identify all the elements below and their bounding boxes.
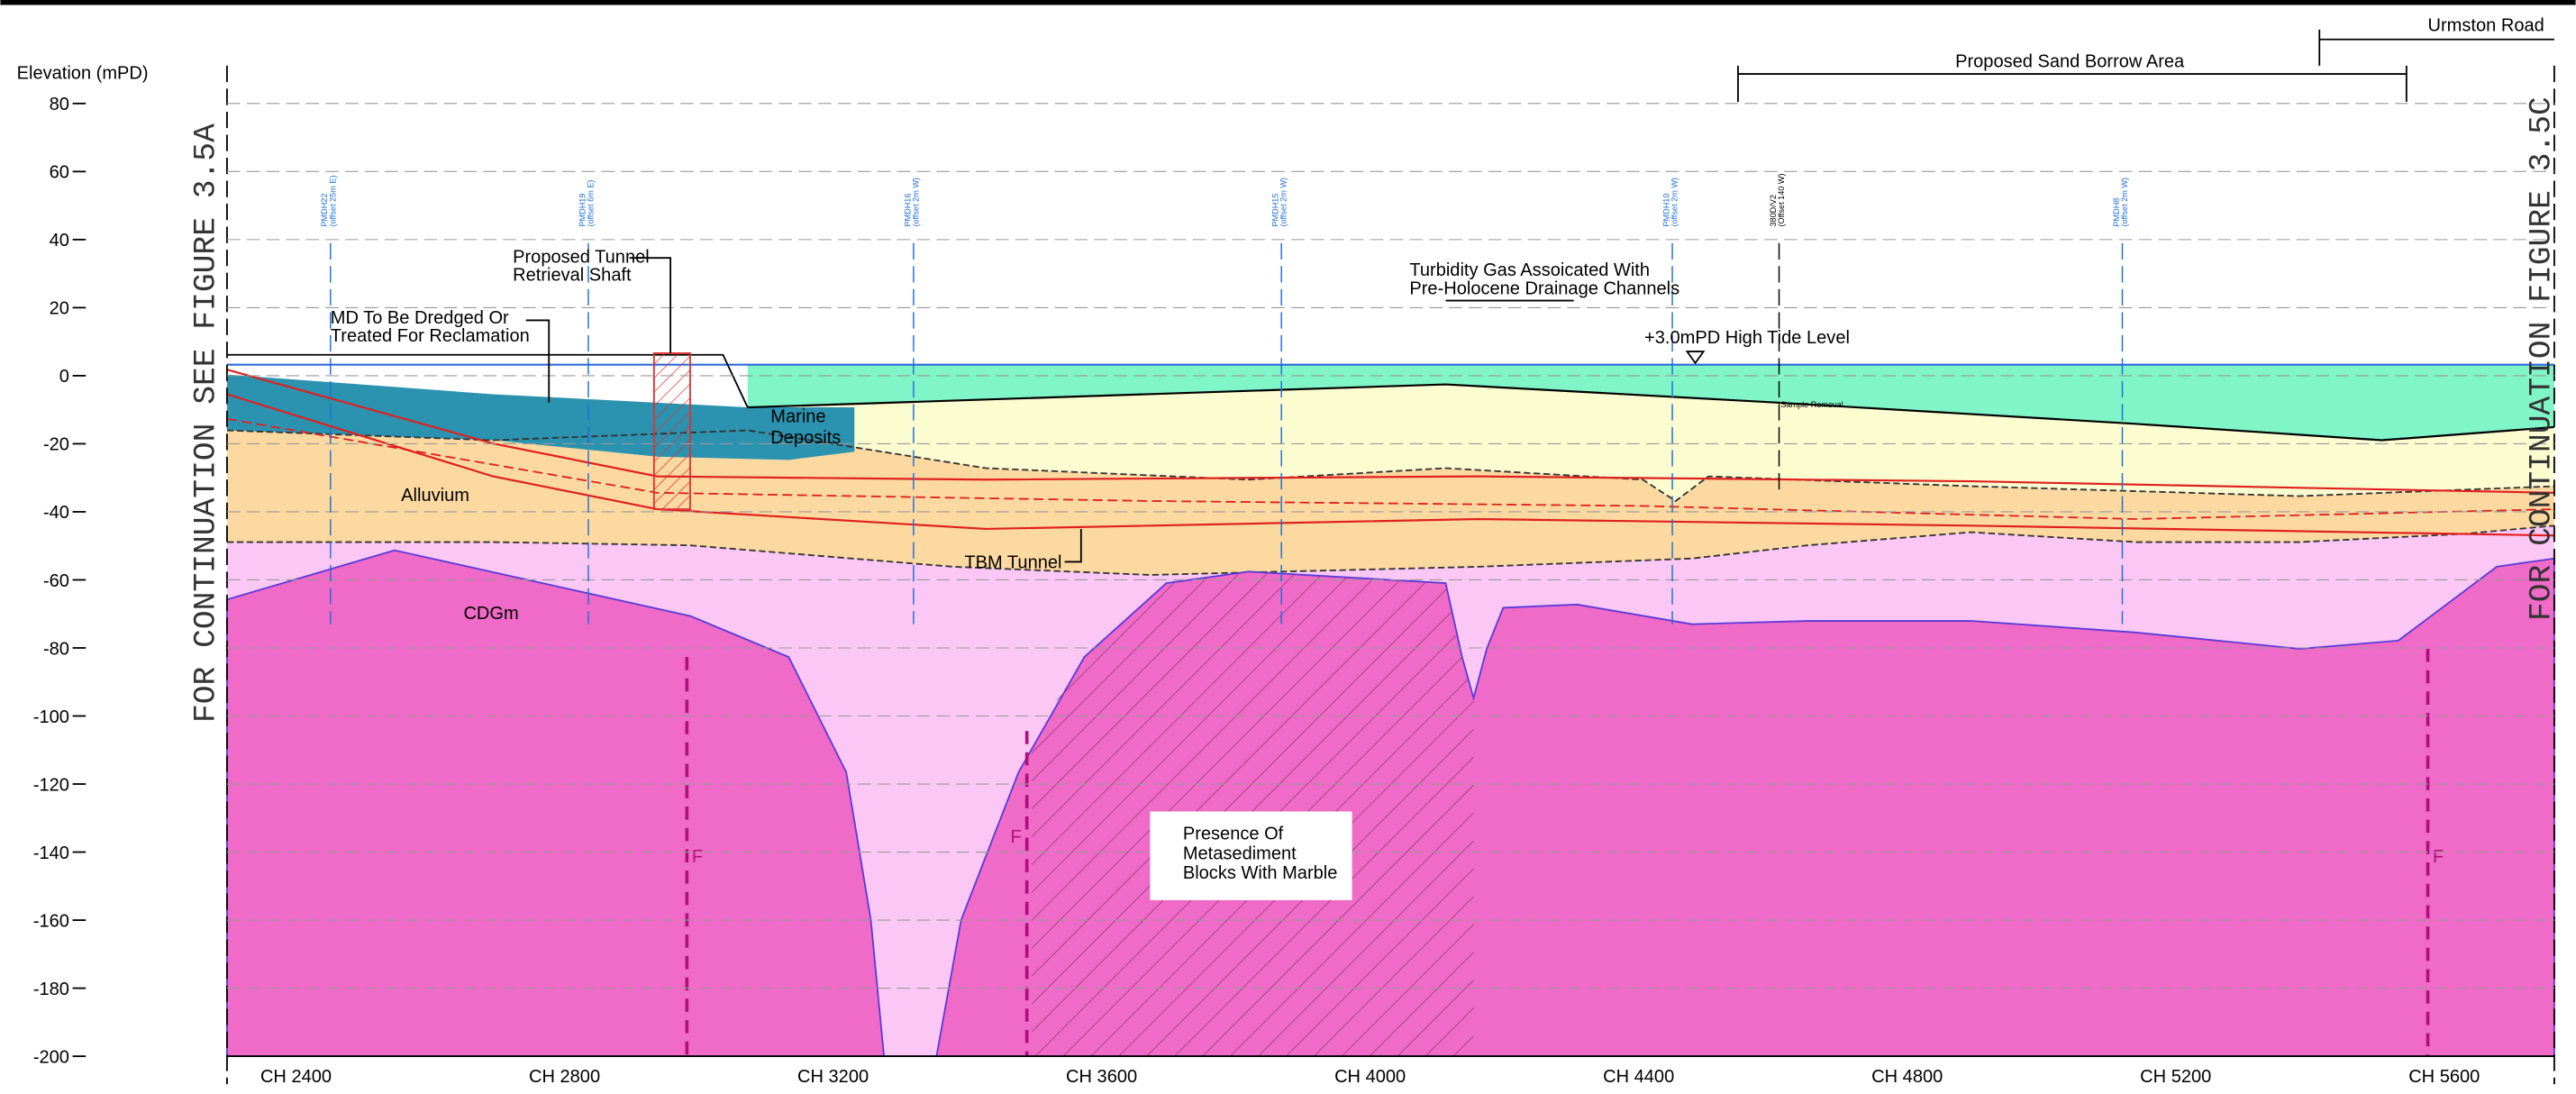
y-tick-label: 80 <box>50 95 69 114</box>
fault-label: F <box>2433 847 2444 867</box>
borehole-name: PMDH10 <box>1661 194 1670 227</box>
borehole-offset: (offset 2m W) <box>1670 178 1679 227</box>
dredge-label: MD To Be Dredged Or Treated For Reclamati… <box>331 308 530 346</box>
borehole-name: PMDH22 <box>320 194 329 227</box>
y-tick-label: 60 <box>50 163 69 183</box>
y-tick-label: -20 <box>43 435 69 455</box>
y-tick-label: -80 <box>43 639 69 659</box>
tunnel-invert <box>226 393 2554 537</box>
borehole-label: 380D/V2(Offset 140 W) <box>1769 173 1786 226</box>
borehole-name: PMDH8 <box>2112 198 2121 227</box>
y-tick-label: -60 <box>43 571 69 591</box>
seabed <box>747 383 2554 442</box>
y-tick-label: 0 <box>59 367 69 387</box>
tunnel-dashed <box>226 417 2554 520</box>
x-tick-label: CH 3200 <box>797 1067 869 1087</box>
y-tick-label: -200 <box>33 1047 69 1067</box>
borehole-name: 380D/V2 <box>1769 195 1778 226</box>
borehole-offset: (offset 2m W) <box>2120 178 2129 227</box>
fault-label: F <box>1010 827 1021 847</box>
borehole-name: PMDH16 <box>903 194 912 227</box>
borehole-label: PMDH16(offset 2m W) <box>903 178 920 227</box>
borehole-name: PMDH15 <box>1271 194 1280 227</box>
shaft-label: Proposed Tunnel Retrieval Shaft <box>513 248 650 286</box>
metasediment-label: Presence Of Metasediment Blocks With Marbl… <box>1183 824 1338 883</box>
borehole-offset: (offset 6m E) <box>586 180 595 227</box>
y-tick-label: 40 <box>50 231 69 251</box>
borehole-label: PMDH15(offset 2m W) <box>1271 178 1288 227</box>
x-tick-label: CH 4000 <box>1334 1067 1406 1087</box>
borehole-label: PMDH22(offset 25m E) <box>320 176 337 227</box>
alluvium-label: Alluvium <box>401 486 469 506</box>
sand-borrow: Proposed Sand Borrow Area <box>1955 52 2185 72</box>
tbm-label: TBM Tunnel <box>964 553 1061 573</box>
x-tick-label: CH 3600 <box>1066 1067 1137 1087</box>
tide-symbol <box>1685 351 1706 365</box>
y-tick-label: -40 <box>43 503 69 523</box>
continuation-right: FOR CONTINUATION FIGURE 3.5C <box>2524 96 2559 621</box>
tide-label: +3.0mPD High Tide Level <box>1644 328 1850 348</box>
borehole-label: PMDH8(offset 2m W) <box>2112 178 2129 227</box>
marine-deposits-dredge <box>226 374 855 460</box>
y-tick-label: -180 <box>33 980 69 999</box>
borehole-offset: (offset 2m W) <box>1279 178 1288 227</box>
alluvium-base <box>226 524 2554 576</box>
marine-label: Marine Deposits <box>770 406 841 448</box>
y-tick-label: -100 <box>33 707 69 727</box>
borehole-name: PMDH19 <box>578 194 587 227</box>
note-box <box>1150 811 1352 900</box>
x-tick-label: CH 4400 <box>1603 1067 1674 1087</box>
y-tick-label: 20 <box>50 299 69 319</box>
borehole-offset: (offset 2m W) <box>911 178 920 227</box>
leader <box>1064 528 1082 563</box>
fault-label: F <box>692 847 703 867</box>
x-tick-label: CH 4800 <box>1871 1067 1943 1087</box>
dredge-outline <box>226 353 749 408</box>
y-tick-label: -120 <box>33 775 69 795</box>
borehole-offset: (Offset 140 W) <box>1777 173 1786 226</box>
sample-label: Sample Removal <box>1780 400 1843 409</box>
continuation-left: FOR CONTINUATION SEE FIGURE 3.5A <box>188 123 223 723</box>
axis-title: Elevation (mPD) <box>17 63 149 83</box>
borehole-offset: (offset 25m E) <box>328 176 337 227</box>
borehole-label: PMDH19(offset 6m E) <box>578 180 595 227</box>
cdgm-label: CDGm <box>463 604 518 624</box>
x-tick-label: CH 5200 <box>2140 1067 2211 1087</box>
alluvium-top <box>226 429 2554 503</box>
turbidity-label: Turbidity Gas Assoicated With Pre-Holocen… <box>1409 260 1679 298</box>
urmston-road: Urmston Road <box>2428 16 2544 36</box>
marine-deposit-layer <box>747 384 2554 501</box>
leader <box>525 319 551 403</box>
borehole-label: PMDH10(offset 2m W) <box>1661 178 1679 227</box>
leader <box>629 257 672 353</box>
y-tick-label: -140 <box>33 843 69 863</box>
x-tick-label: CH 2400 <box>260 1067 332 1087</box>
x-tick-label: CH 5600 <box>2408 1067 2480 1087</box>
retrieval-shaft <box>652 351 691 510</box>
y-tick-label: -160 <box>33 911 69 931</box>
x-tick-label: CH 2800 <box>529 1067 600 1087</box>
